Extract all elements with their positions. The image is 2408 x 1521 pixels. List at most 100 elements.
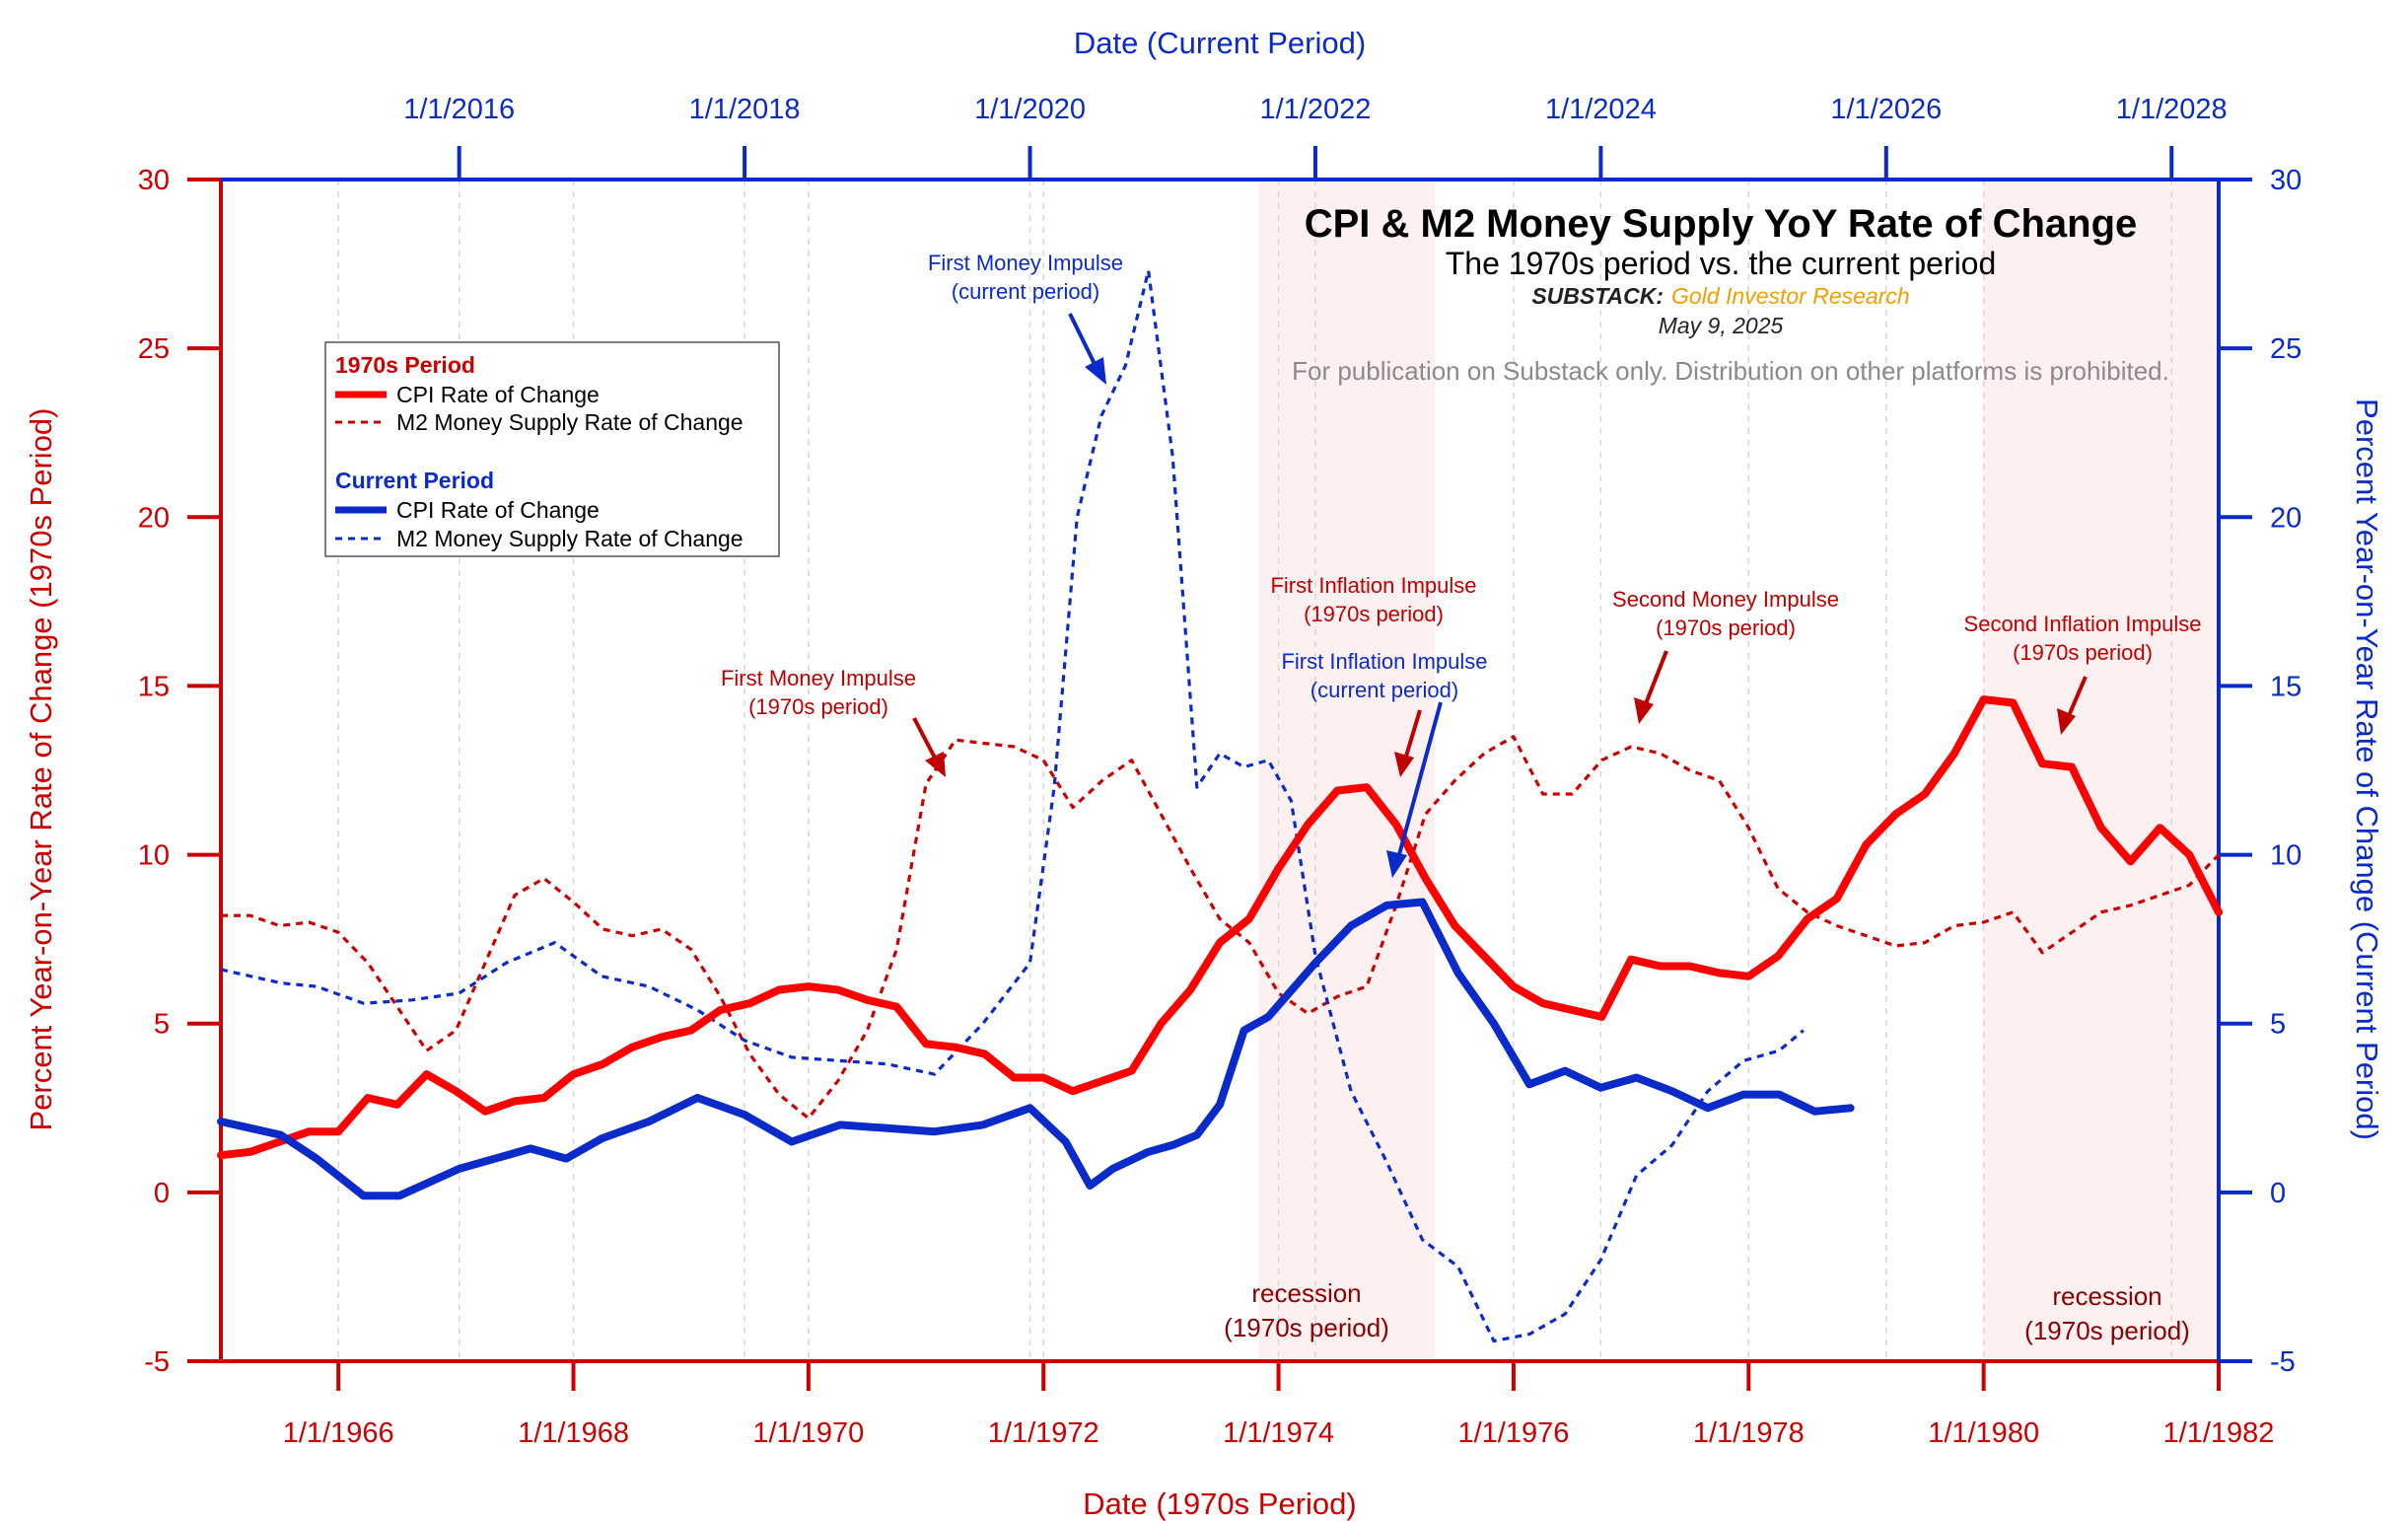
left-tick-label: 15 — [138, 671, 170, 702]
bottom-tick-label: 1/1/1980 — [1928, 1417, 2039, 1449]
legend-label-m2-current: M2 Money Supply Rate of Change — [396, 526, 744, 551]
annotation-2-line2: (1970s period) — [748, 694, 888, 719]
chart-subtitle: The 1970s period vs. the current period — [1446, 246, 1997, 281]
recession-2-line1: recession — [2052, 1281, 2161, 1311]
current-cpi-line — [217, 898, 1855, 1200]
svg-text:Second Money Impulse(1970s per: Second Money Impulse (1970s period) — [1612, 587, 1839, 640]
right-tick-label: 0 — [2270, 1178, 2286, 1209]
top-tick-label: 1/1/2016 — [403, 94, 515, 125]
left-tick-label: 10 — [138, 840, 170, 872]
top-tick-label: 1/1/2028 — [2116, 94, 2228, 125]
bottom-tick-label: 1/1/1982 — [2163, 1417, 2275, 1449]
bottom-axis-title: Date (1970s Period) — [1083, 1486, 1356, 1521]
annotation-3-line2: (1970s period) — [1304, 602, 1444, 626]
annotation-2-line1: First Money Impulse — [721, 666, 916, 690]
bottom-tick-label: 1/1/1978 — [1693, 1417, 1805, 1449]
axis-ticks: 1/1/1966 1/1/1968 1/1/1970 1/1/1972 1/1/1974… — [138, 94, 2302, 1449]
annotation-5-line2: (1970s period) — [1656, 616, 1796, 640]
bottom-tick-label: 1/1/1968 — [518, 1417, 629, 1449]
annotation-first-money-current: First Money Impulse (current period) — [928, 251, 1123, 385]
recession-band-1 — [1258, 180, 1436, 1361]
left-tick-label: 30 — [138, 165, 170, 196]
right-tick-label: 10 — [2270, 840, 2302, 872]
annotation-first-money-1970s: First Money Impulse (1970s period) — [721, 666, 946, 777]
svg-text:First Money Impulse(1970s peri: First Money Impulse (1970s period) — [721, 666, 916, 719]
right-tick-label: 25 — [2270, 333, 2302, 365]
recession-label-1: recession (1970s period) — [1224, 1278, 1389, 1342]
current-m2-line — [220, 268, 1805, 1343]
right-tick-label: 5 — [2270, 1009, 2286, 1041]
substack-name: Gold Investor Research — [1671, 283, 1910, 309]
legend-label-cpi-1970s: CPI Rate of Change — [396, 382, 600, 407]
top-tick-label: 1/1/2024 — [1545, 94, 1657, 125]
legend-label-cpi-current: CPI Rate of Change — [396, 497, 600, 523]
bottom-tick-label: 1/1/1976 — [1457, 1417, 1569, 1449]
annotation-first-inflation-1970s: First Inflation Impulse (1970s period) — [1270, 573, 1477, 777]
legend-label-m2-1970s: M2 Money Supply Rate of Change — [396, 409, 744, 435]
legend-box — [324, 341, 780, 557]
vertical-gridlines — [337, 180, 2172, 1361]
series-lines — [217, 268, 2223, 1343]
annotation-6-arrow — [2066, 676, 2088, 719]
1970s-m2-line — [221, 735, 2221, 1121]
annotation-2-arrowhead — [925, 752, 946, 777]
bottom-tick-label: 1/1/1970 — [752, 1417, 864, 1449]
recession-band-2 — [1983, 180, 2219, 1361]
right-axis-title: Percent Year-on-Year Rate of Change (Cur… — [2350, 398, 2384, 1140]
right-tick-label: 30 — [2270, 165, 2302, 196]
annotation-1-arrowhead — [1085, 357, 1106, 385]
annotation-5-arrow — [1643, 650, 1668, 707]
chart-title: CPI & M2 Money Supply YoY Rate of Change — [1305, 202, 2138, 246]
left-axis-title: Percent Year-on-Year Rate of Change (197… — [24, 408, 58, 1131]
recession-1-line1: recession — [1251, 1278, 1361, 1308]
annotation-second-inflation-1970s: Second Inflation Impulse (1970s period) — [1964, 612, 2202, 735]
annotation-2-arrow — [912, 717, 939, 762]
bottom-tick-label: 1/1/1966 — [283, 1417, 394, 1449]
annotation-6-arrowhead — [2057, 708, 2076, 735]
annotation-1-line2: (current period) — [952, 279, 1099, 304]
1970s-cpi-line — [217, 695, 2223, 1160]
bottom-tick-label: 1/1/1974 — [1223, 1417, 1334, 1449]
annotation-5-line1: Second Money Impulse — [1612, 587, 1839, 612]
publish-date: May 9, 2025 — [1659, 313, 1784, 338]
top-tick-label: 1/1/2022 — [1260, 94, 1372, 125]
left-tick-label: 25 — [138, 333, 170, 365]
svg-text:First Inflation Impulse(curren: First Inflation Impulse (current period) — [1281, 649, 1487, 702]
annotation-4-arrowhead — [1386, 850, 1407, 878]
legend-group1-title: 1970s Period — [335, 352, 475, 378]
left-tick-label: -5 — [144, 1346, 170, 1378]
disclaimer: For publication on Substack only. Distri… — [1292, 356, 2169, 386]
left-tick-label: 5 — [154, 1009, 170, 1041]
annotation-3-line1: First Inflation Impulse — [1270, 573, 1476, 598]
substack-label: SUBSTACK: — [1531, 283, 1664, 309]
annotation-4-line1: First Inflation Impulse — [1281, 649, 1487, 674]
svg-text:First Inflation Impulse(1970s: First Inflation Impulse (1970s period) — [1270, 573, 1476, 626]
bottom-tick-label: 1/1/1972 — [988, 1417, 1099, 1449]
right-tick-label: -5 — [2270, 1346, 2296, 1378]
substack-line: SUBSTACK: Gold Investor Research — [1531, 283, 1909, 309]
left-tick-label: 0 — [154, 1178, 170, 1209]
top-tick-label: 1/1/2026 — [1830, 94, 1942, 125]
recession-label-2: recession (1970s period) — [2024, 1281, 2190, 1345]
svg-text:First Money Impulse(current pe: First Money Impulse (current period) — [928, 251, 1123, 304]
legend-group2-title: Current Period — [335, 468, 494, 493]
annotation-4-line2: (current period) — [1310, 678, 1458, 702]
left-tick-label: 20 — [138, 502, 170, 534]
annotation-1-arrow — [1068, 313, 1099, 371]
annotation-second-money-1970s: Second Money Impulse (1970s period) — [1612, 587, 1839, 724]
recession-bands — [1258, 180, 2219, 1361]
annotation-6-line2: (1970s period) — [2013, 640, 2153, 665]
recession-2-line2: (1970s period) — [2024, 1316, 2190, 1345]
annotation-6-line1: Second Inflation Impulse — [1964, 612, 2202, 636]
legend: 1970s Period CPI Rate of Change M2 Money… — [324, 341, 780, 557]
annotation-5-arrowhead — [1634, 697, 1654, 724]
annotation-1-line1: First Money Impulse — [928, 251, 1123, 275]
annotation-first-inflation-current: First Inflation Impulse (current period) — [1281, 649, 1488, 878]
svg-text:Second Inflation Impulse(1970s: Second Inflation Impulse (1970s period) — [1964, 612, 2202, 665]
annotation-3-arrow — [1403, 709, 1422, 760]
right-tick-label: 15 — [2270, 671, 2302, 702]
top-tick-label: 1/1/2018 — [689, 94, 801, 125]
recession-1-line2: (1970s period) — [1224, 1313, 1389, 1342]
right-tick-label: 20 — [2270, 502, 2302, 534]
